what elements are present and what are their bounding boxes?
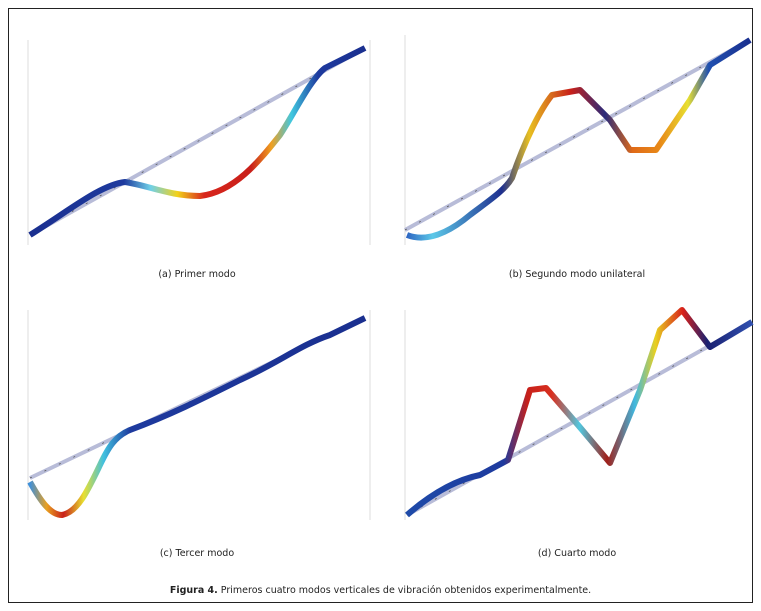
panel-caption: (c) Tercer modo [27, 548, 367, 559]
panel-caption: (b) Segundo modo unilateral [407, 269, 747, 280]
panel-a-drawing [28, 40, 370, 245]
panel-caption: (a) Primer modo [27, 269, 367, 280]
mode-drawings [0, 0, 761, 611]
panel-caption: (d) Cuarto modo [407, 548, 747, 559]
page: {"panels": [ {"caption": "(a) Primer mod… [0, 0, 761, 611]
figure-text: Primeros cuatro modos verticales de vibr… [221, 585, 591, 596]
panel-c-drawing [28, 310, 370, 520]
panel-b-drawing [405, 35, 750, 245]
panel-d-drawing [405, 310, 752, 520]
figure-caption: Figura 4. Primeros cuatro modos vertical… [0, 585, 761, 596]
figure-label: Figura 4. [170, 585, 218, 596]
